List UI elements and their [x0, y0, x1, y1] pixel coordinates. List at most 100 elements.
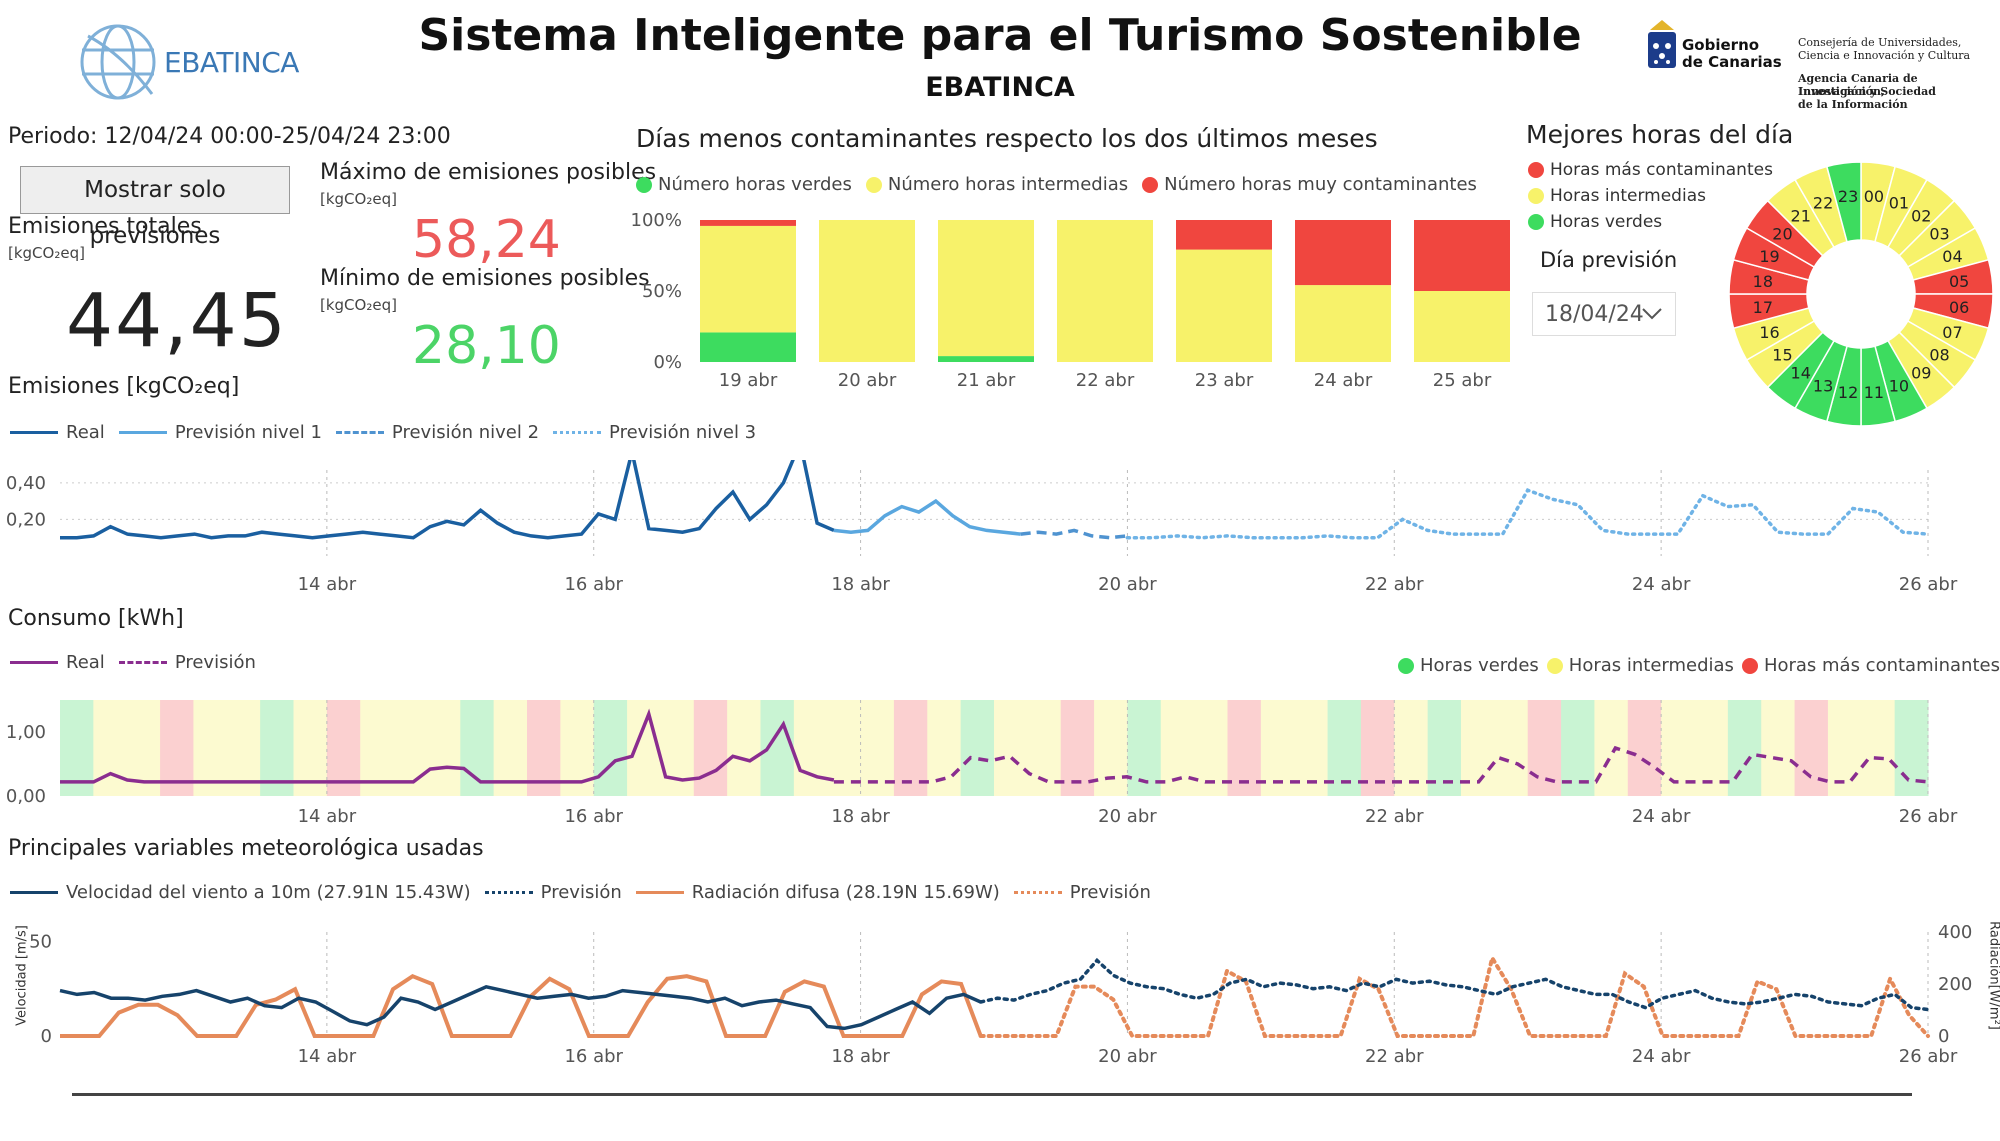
legend-label: Horas intermedias	[1569, 655, 1734, 676]
legend-label: Número horas muy contaminantes	[1164, 174, 1477, 195]
hour-label: 15	[1772, 345, 1792, 364]
bar-segment	[700, 332, 796, 362]
legend-real: Real	[10, 422, 105, 443]
dotted-line-icon	[485, 891, 533, 894]
legend-label: Horas verdes	[1550, 212, 1662, 232]
dashed-line-icon	[336, 431, 384, 434]
x-tick-label: 14 abr	[298, 574, 357, 595]
max-emissions-value: 58,24	[412, 210, 561, 270]
solid-line-icon	[10, 431, 58, 434]
x-tick-label: 26 abr	[1899, 1046, 1958, 1067]
gov-dept-2: Ciencia e Innovación y Cultura	[1798, 49, 1970, 62]
hour-label: 06	[1949, 298, 1969, 317]
legend-real: Real	[10, 652, 105, 673]
green-dot-icon	[1398, 658, 1414, 674]
gov-agency-3: de la Información	[1798, 98, 1908, 111]
hour-label: 04	[1942, 247, 1962, 266]
bar-segment	[938, 220, 1034, 356]
total-emissions-unit: [kgCO₂eq]	[8, 244, 85, 262]
max-emissions-unit: [kgCO₂eq]	[320, 190, 397, 208]
y-tick-label: 0%	[653, 352, 682, 373]
legend-label: Radiación difusa (28.19N 15.69W)	[692, 882, 1000, 903]
x-tick-label: 26 abr	[1899, 574, 1958, 595]
x-tick-label: 24 abr	[1632, 574, 1691, 595]
consumption-chart: 0,001,0014 abr 16 abr 18 abr 20 abr 22 abr 24…	[0, 690, 2000, 830]
hour-band	[1861, 700, 1895, 796]
hour-label: 22	[1813, 194, 1833, 213]
chevron-down-icon	[1641, 307, 1663, 321]
x-tick-label: 22 abr	[1076, 370, 1135, 391]
hour-band	[93, 700, 127, 796]
emissions-title: Emisiones [kgCO₂eq]	[8, 374, 239, 399]
weather-legend: Velocidad del viento a 10m (27.91N 15.43…	[10, 882, 1165, 903]
legend-green: Número horas verdes	[636, 174, 852, 195]
best-hours-title: Mejores horas del día	[1526, 120, 1793, 149]
hour-label: 18	[1753, 272, 1773, 291]
hour-band	[761, 700, 795, 796]
consumption-legend: Real Previsión	[10, 652, 270, 673]
hour-band	[1728, 700, 1762, 796]
x-tick-label: 16 abr	[564, 806, 623, 827]
legend-red: Número horas muy contaminantes	[1142, 174, 1477, 195]
emissions-series-line	[834, 501, 1021, 534]
legend-radiation: Radiación difusa (28.19N 15.69W)	[636, 882, 1000, 903]
x-tick-label: 20 abr	[1098, 574, 1157, 595]
solid-line-icon	[10, 661, 58, 664]
hour-band	[660, 700, 694, 796]
hour-label: 11	[1864, 383, 1884, 402]
bar-segment	[1176, 220, 1272, 250]
bar-segment	[1414, 220, 1510, 291]
max-emissions-label: Máximo de emisiones posibles	[320, 160, 656, 185]
hour-label: 14	[1791, 364, 1811, 383]
bar-segment	[1295, 285, 1391, 362]
y-tick-label: 50%	[642, 281, 682, 302]
forecast-day-select[interactable]: 18/04/24	[1532, 292, 1676, 336]
x-tick-label: 19 abr	[719, 370, 778, 391]
legend-label: Número horas verdes	[658, 174, 852, 195]
hour-label: 01	[1889, 194, 1909, 213]
hour-label: 20	[1772, 225, 1792, 244]
total-emissions-label: Emisiones totales	[8, 214, 202, 239]
total-emissions-value: 44,45	[66, 278, 288, 364]
legend-level1: Previsión nivel 1	[119, 422, 322, 443]
best-hours-donut: 00 01020304050607080910111213141516171819…	[1728, 156, 1994, 432]
wind-forecast-line	[981, 960, 1928, 1009]
x-tick-label: 22 abr	[1365, 806, 1424, 827]
weather-chart: 050020040014 abr 16 abr 18 abr 20 abr 22 abr…	[0, 920, 2000, 1070]
solid-line-icon	[10, 891, 58, 894]
bar-segment	[1414, 291, 1510, 362]
hour-band	[1828, 700, 1862, 796]
bar-segment	[700, 220, 796, 226]
hour-label: 21	[1791, 206, 1811, 225]
y-tick-label: 0,00	[6, 786, 46, 807]
right-y-tick-label: 400	[1938, 922, 1972, 943]
legend-label: Previsión nivel 2	[392, 422, 539, 443]
red-dot-icon	[1742, 658, 1758, 674]
hour-label: 23	[1838, 187, 1858, 206]
legend-level2: Previsión nivel 2	[336, 422, 539, 443]
hour-label: 03	[1929, 225, 1949, 244]
dashed-line-icon	[119, 661, 167, 664]
hour-band	[961, 700, 995, 796]
footer-divider	[72, 1093, 1912, 1096]
legend-label: Número horas intermedias	[888, 174, 1128, 195]
show-forecast-only-button[interactable]: Mostrar solo previsiones	[20, 166, 290, 214]
legend-label: Horas verdes	[1420, 655, 1539, 676]
hour-band	[1761, 700, 1795, 796]
hour-band	[727, 700, 761, 796]
x-tick-label: 18 abr	[831, 806, 890, 827]
hour-label: 19	[1759, 247, 1779, 266]
x-tick-label: 24 abr	[1632, 806, 1691, 827]
legend-label: Previsión nivel 1	[175, 422, 322, 443]
hour-band	[794, 700, 828, 796]
x-tick-label: 22 abr	[1365, 1046, 1424, 1067]
hour-label: 17	[1753, 298, 1773, 317]
red-dot-icon	[1142, 177, 1158, 193]
hour-label: 07	[1942, 323, 1962, 342]
hour-band	[1594, 700, 1628, 796]
gov-dept-1: Consejería de Universidades,	[1798, 36, 1961, 49]
hour-band	[1494, 700, 1528, 796]
bar-segment	[1057, 220, 1153, 362]
x-tick-label: 25 abr	[1433, 370, 1492, 391]
hour-band-legend: Horas verdes Horas intermedias Horas más…	[1398, 655, 2000, 676]
